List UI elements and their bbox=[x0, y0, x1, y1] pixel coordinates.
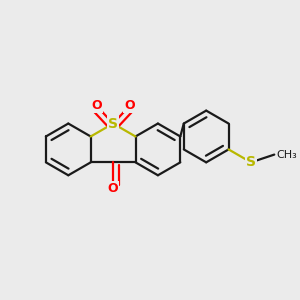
Text: O: O bbox=[124, 99, 135, 112]
Text: CH₃: CH₃ bbox=[277, 150, 297, 160]
Text: S: S bbox=[108, 116, 118, 130]
Text: O: O bbox=[91, 99, 102, 112]
Text: O: O bbox=[108, 182, 118, 195]
Text: S: S bbox=[246, 155, 256, 169]
